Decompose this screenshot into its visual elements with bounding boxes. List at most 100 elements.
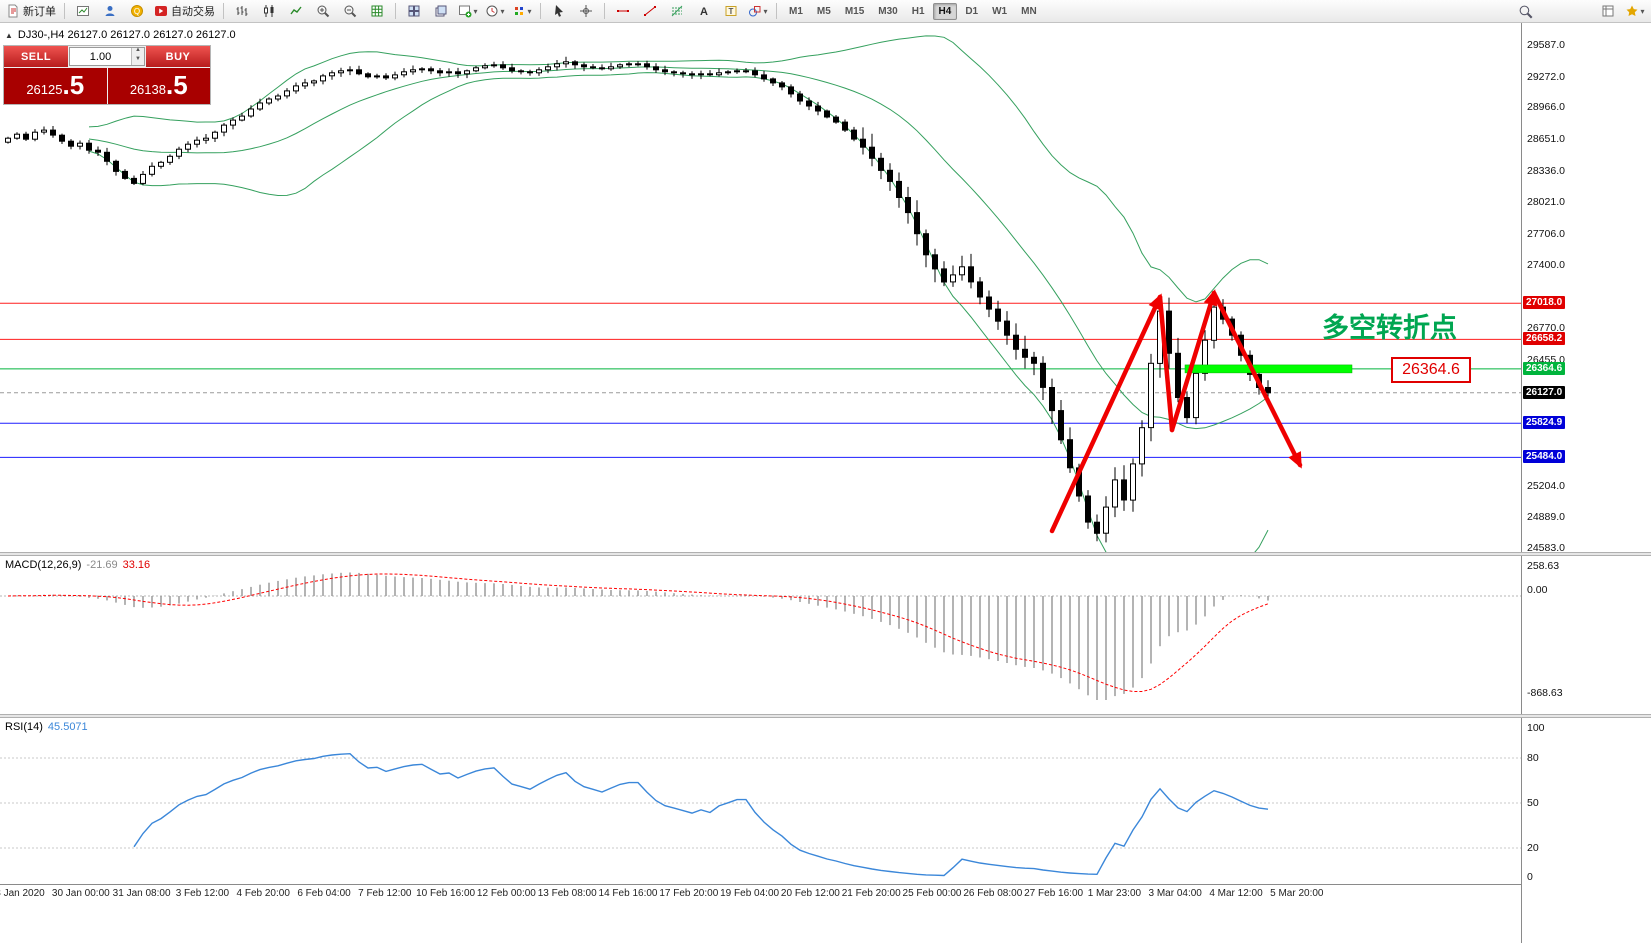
symbol-ohlc-text: DJ30-,H4 26127.0 26127.0 26127.0 26127.0 — [17, 29, 236, 41]
new-chart-button[interactable]: ▾ — [455, 0, 481, 22]
axis-tick-label: 28651.0 — [1527, 133, 1565, 146]
shapes-icon — [748, 4, 762, 18]
time-axis-label: 14 Feb 16:00 — [598, 888, 658, 899]
fibonacci-button[interactable] — [664, 0, 690, 22]
price-line-label: 27018.0 — [1523, 296, 1566, 310]
chevron-down-icon: ▾ — [473, 6, 478, 16]
axis-tick-label: 24583.0 — [1527, 542, 1565, 554]
chart-window-button[interactable] — [70, 0, 96, 22]
new-order-icon — [6, 4, 20, 18]
grid-table-button[interactable] — [364, 0, 390, 22]
timeframe-button-m5[interactable]: M5 — [816, 5, 831, 17]
volume-up-icon[interactable]: ▲ — [132, 47, 144, 57]
rsi-panel-canvas[interactable] — [0, 718, 1521, 884]
timeframe-button-mn[interactable]: MN — [1021, 5, 1037, 17]
timeframe-button-h4[interactable]: H4 — [932, 2, 958, 20]
candlestick-chart-button[interactable] — [256, 0, 282, 22]
time-axis-label: 20 Feb 12:00 — [780, 888, 840, 899]
panel-separator-macd[interactable] — [0, 552, 1651, 556]
data-window-button[interactable] — [1595, 0, 1621, 22]
timeframe-button-m15[interactable]: M15 — [844, 5, 865, 17]
autotrading-icon — [154, 4, 168, 18]
price-axis[interactable]: 29587.0 29272.0 28966.0 28651.0 28336.0 28021… — [1521, 23, 1651, 943]
new-order-button[interactable]: 新订单 — [3, 0, 59, 22]
rsi-name: RSI(14) — [5, 721, 43, 733]
cursor-icon — [552, 4, 566, 18]
trendline-button[interactable] — [637, 0, 663, 22]
zoom-out-button[interactable] — [337, 0, 363, 22]
time-axis-label: 31 Jan 08:00 — [112, 888, 171, 899]
autotrading-label: 自动交易 — [171, 6, 215, 18]
tile-windows-button[interactable] — [401, 0, 427, 22]
text-label-icon: T — [724, 4, 738, 18]
timeframe-button-h1[interactable]: H1 — [911, 5, 925, 17]
time-axis-label: 10 Feb 16:00 — [416, 888, 476, 899]
macd-signal-value: 33.16 — [122, 559, 151, 571]
horizontal-line-button[interactable] — [610, 0, 636, 22]
cascade-windows-button[interactable] — [428, 0, 454, 22]
volume-value[interactable]: 1.00 — [89, 50, 112, 63]
timeframe-button-m1[interactable]: M1 — [789, 5, 803, 17]
one-click-trading-panel: SELL 1.00 ▲ ▼ BUY 26125.5 26138.5 — [3, 45, 211, 105]
time-axis-label: 5 Mar 20:00 — [1270, 888, 1324, 899]
volume-down-icon[interactable]: ▼ — [132, 56, 144, 65]
chevron-down-icon: ▾ — [1640, 6, 1645, 16]
sell-price[interactable]: 26125.5 — [4, 68, 107, 104]
svg-text:T: T — [729, 7, 734, 16]
bar-chart-icon — [235, 4, 249, 18]
zoom-in-button[interactable] — [310, 0, 336, 22]
horizontal-lines[interactable] — [0, 302, 1521, 458]
price-chart-canvas[interactable] — [0, 25, 1521, 552]
timeframe-button-d1[interactable]: D1 — [965, 5, 979, 17]
crosshair-button[interactable] — [573, 0, 599, 22]
panel-separator-rsi[interactable] — [0, 714, 1651, 718]
new-chart-icon — [458, 4, 472, 18]
time-axis-label: 30 Jan 00:00 — [51, 888, 110, 899]
time-axis-label: 7 Feb 12:00 — [358, 888, 412, 899]
bar-chart-button[interactable] — [229, 0, 255, 22]
line-chart-button[interactable] — [283, 0, 309, 22]
profile-button[interactable] — [97, 0, 123, 22]
time-axis[interactable]: 8 Jan 2020 30 Jan 00:00 31 Jan 08:00 3 Feb … — [0, 884, 1651, 944]
highlight-bar[interactable] — [1184, 364, 1353, 374]
community-button[interactable]: Q — [124, 0, 150, 22]
axis-tick-label: 24889.0 — [1527, 511, 1565, 524]
timeframe-button-w1[interactable]: W1 — [992, 5, 1008, 17]
volume-spin-buttons[interactable]: ▲ ▼ — [131, 47, 144, 65]
time-axis-label: 4 Mar 12:00 — [1209, 888, 1263, 899]
trendline-icon — [643, 4, 657, 18]
text-label-button[interactable]: T — [718, 0, 744, 22]
macd-panel-canvas[interactable] — [0, 556, 1521, 714]
search-icon — [1518, 4, 1533, 19]
cursor-button[interactable] — [546, 0, 572, 22]
separator — [540, 3, 541, 19]
search-button[interactable] — [1512, 0, 1538, 22]
shapes-button[interactable]: ▾ — [745, 0, 771, 22]
axis-tick-label: 20 — [1527, 842, 1539, 854]
separator — [223, 3, 224, 19]
buy-price-small: 26138 — [129, 82, 166, 97]
text-button[interactable]: A — [691, 0, 717, 22]
one-click-collapse-icon[interactable]: ▲ — [5, 30, 13, 40]
buy-price[interactable]: 26138.5 — [107, 68, 210, 104]
price-line-label: 26658.2 — [1523, 332, 1566, 346]
price-line-label: 26127.0 — [1523, 385, 1566, 399]
sell-button[interactable]: SELL — [4, 46, 68, 67]
periods-button[interactable]: ▾ — [482, 0, 508, 22]
buy-button[interactable]: BUY — [146, 46, 210, 67]
zoom-out-icon — [343, 4, 357, 18]
timeframe-button-m30[interactable]: M30 — [878, 5, 898, 17]
axis-tick-label: 100 — [1527, 722, 1545, 734]
rsi-value: 45.5071 — [47, 721, 88, 733]
expert-button[interactable]: ▾ — [1622, 0, 1648, 22]
main-toolbar: 新订单 Q 自动交易 ▾ ▾ ▾ A T ▾ M1 M5 M15 M30 H1 H4 D1 W… — [0, 0, 1651, 23]
volume-stepper[interactable]: 1.00 ▲ ▼ — [69, 47, 145, 66]
chevron-down-icon: ▾ — [763, 6, 768, 16]
community-icon: Q — [130, 4, 144, 18]
trend-arrows[interactable] — [1049, 289, 1303, 534]
time-axis-label: 27 Feb 16:00 — [1024, 888, 1084, 899]
price-line-label: 25824.9 — [1523, 416, 1566, 430]
autotrading-button[interactable]: 自动交易 — [151, 0, 218, 22]
time-axis-label: 1 Mar 23:00 — [1087, 888, 1142, 899]
template-button[interactable]: ▾ — [509, 0, 535, 22]
